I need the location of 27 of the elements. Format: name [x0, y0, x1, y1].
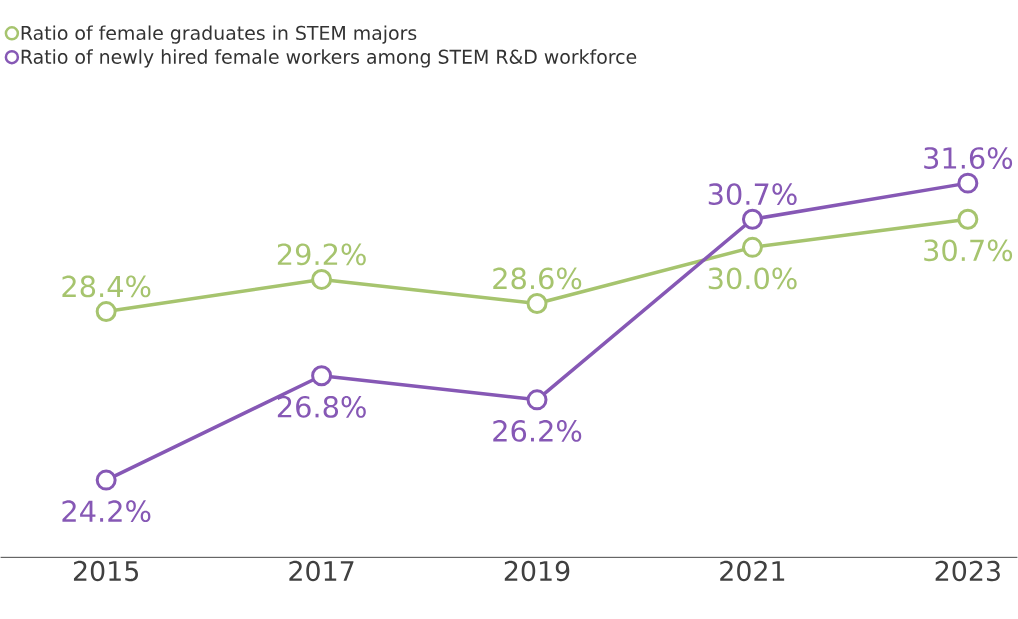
- data-label: 30.7%: [924, 239, 1013, 262]
- legend-label: Ratio of female graduates in STEM majors: [21, 25, 417, 44]
- point: [95, 469, 117, 491]
- point: [957, 172, 979, 194]
- legend-label: Ratio of newly hired female workers among STEM R&D workforce: [21, 49, 637, 68]
- point: [526, 389, 548, 411]
- point: [741, 236, 763, 258]
- point: [311, 365, 333, 387]
- data-label: 31.6%: [924, 147, 1013, 169]
- point: [311, 268, 333, 290]
- point: [957, 208, 979, 230]
- x-tick-label: 2019: [504, 560, 570, 582]
- data-label: 30.7%: [708, 183, 797, 205]
- x-tick-label: 2023: [935, 560, 1000, 582]
- data-label: 24.2%: [62, 500, 151, 522]
- x-tick-label: 2021: [720, 560, 785, 582]
- data-label: 26.2%: [493, 419, 582, 442]
- data-label: 30.0%: [708, 267, 797, 290]
- point: [526, 292, 548, 314]
- data-label: 28.6%: [493, 267, 582, 290]
- data-label: 26.8%: [277, 395, 366, 418]
- point: [95, 300, 117, 322]
- x-tick-label: 2015: [73, 560, 138, 582]
- data-label: 28.4%: [62, 275, 151, 298]
- point: [741, 208, 763, 230]
- data-label: 29.2%: [277, 243, 366, 266]
- x-tick-label: 2017: [289, 560, 354, 582]
